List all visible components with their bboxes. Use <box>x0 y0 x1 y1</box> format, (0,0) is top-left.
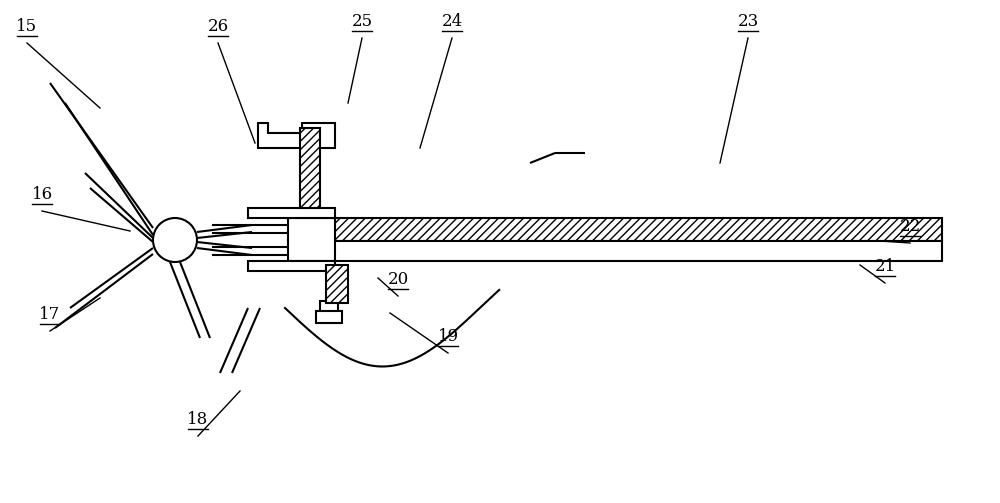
Text: 25: 25 <box>351 13 373 30</box>
Bar <box>320 301 338 313</box>
Polygon shape <box>258 123 335 148</box>
Text: 18: 18 <box>187 411 209 428</box>
Text: 26: 26 <box>207 18 229 35</box>
Text: 16: 16 <box>31 186 53 203</box>
Text: 24: 24 <box>441 13 463 30</box>
Bar <box>332 218 942 241</box>
Text: 17: 17 <box>39 306 61 323</box>
Text: 22: 22 <box>899 218 921 235</box>
Bar <box>288 218 335 261</box>
Text: 15: 15 <box>16 18 38 35</box>
Text: 20: 20 <box>387 271 409 288</box>
Bar <box>332 241 942 261</box>
Bar <box>316 311 342 323</box>
Bar <box>248 208 335 218</box>
Text: 23: 23 <box>737 13 759 30</box>
Bar <box>300 128 320 208</box>
Bar <box>248 261 335 271</box>
Circle shape <box>153 218 197 262</box>
Bar <box>326 265 348 303</box>
Text: 19: 19 <box>437 328 459 345</box>
Text: 21: 21 <box>874 258 896 275</box>
